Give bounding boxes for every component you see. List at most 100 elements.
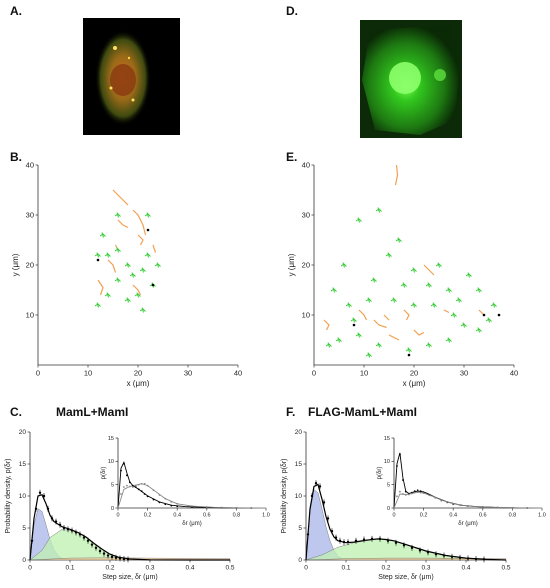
chart-e-spot-green: [455, 297, 462, 303]
chart-e-spot-green: [485, 317, 492, 323]
chart-e-spot-green: [330, 287, 337, 293]
chart-f-main-x-tick-label: 0.3: [421, 565, 430, 572]
chart-c-main-y-tick-label: 5: [22, 525, 26, 532]
chart-e-spot-green: [385, 252, 392, 258]
chart-c-main-data-point: [54, 520, 58, 523]
chart-b-spot-green: [124, 297, 131, 303]
chart-f-main-data-point: [346, 540, 350, 544]
chart-c-inset-data-black-point: [125, 474, 128, 477]
chart-c-inset-x-label: δr (μm): [182, 521, 201, 527]
chart-c-inset-data-black-point: [176, 505, 179, 508]
chart-f-inset-y-tick-label: 0: [387, 506, 390, 512]
chart-f-main-y-label: Probability density, p(δr): [281, 459, 288, 534]
chart-f-inset-data-gray-point: [459, 504, 462, 507]
chart-c-inset-data-gray-point: [158, 494, 161, 496]
chart-e-spot-green: [370, 277, 377, 283]
chart-c-inset-y-tick-label: 10: [108, 459, 114, 465]
chart-f-main-data-point: [450, 555, 454, 558]
chart-f-main-data-point: [314, 482, 318, 485]
chart-f-inset-fit-black-line: [393, 452, 543, 509]
chart-c-inset-data-black-point: [128, 481, 131, 484]
chart-f: 0 0.1 0.2 0.3 0.4 0.5 0 5 10 15 20 Step size, δr (μ…: [281, 429, 546, 581]
chart-f-main-data-point: [326, 517, 330, 520]
chart-f-main-data-point: [458, 556, 462, 559]
chart-c-main-x-tick-label: 0.4: [185, 565, 194, 572]
chart-f-main-data-point: [426, 551, 430, 554]
panel-label-f: F.: [286, 405, 296, 419]
chart-c-main-data-point: [34, 507, 38, 510]
chart-b-track-orange: [132, 284, 142, 296]
chart-e-spot-green: [435, 262, 442, 268]
chart-c-inset-data-black-point: [120, 469, 122, 472]
chart-c-main-data-point: [102, 552, 106, 555]
chart-c-main-data-point: [106, 554, 110, 557]
chart-c-inset-data-gray-point: [146, 484, 149, 487]
chart-c-main-data-point: [110, 555, 114, 558]
chart-c-main-data-point: [78, 533, 82, 536]
chart-e-spot-green: [445, 337, 452, 343]
chart-b-spot-green: [154, 262, 161, 268]
chart-f-main-y-tick-label: 5: [298, 525, 302, 532]
chart-c-main-y-tick-label: 15: [19, 461, 27, 468]
chart-b-spot-green: [139, 307, 146, 313]
chart-f-main-data-point: [466, 557, 470, 560]
chart-f-inset-data-gray-point: [526, 507, 529, 509]
chart-f-main-data-point: [330, 530, 334, 533]
chart-f-inset-y-tick-label: 5: [387, 483, 390, 489]
chart-f-main-data-point: [474, 557, 478, 561]
chart-b-spot-black: [151, 283, 155, 287]
micrograph-a-drawing: [95, 30, 151, 126]
chart-f-inset-x-tick-label: 1.0: [538, 513, 546, 519]
chart-e-spot-green: [475, 327, 482, 333]
chart-c-inset-y-tick-label: 15: [108, 436, 114, 442]
chart-c-inset-data-gray-point: [125, 484, 128, 487]
chart-c-inset-data-gray-point: [128, 485, 131, 488]
chart-f-inset-data-black-point: [401, 479, 404, 481]
chart-e-track-orange: [394, 164, 399, 186]
chart-c-main-data-point: [74, 531, 78, 534]
chart-f-main-data-point: [322, 501, 326, 504]
chart-f-main-x-tick-label: 0.2: [381, 565, 390, 572]
chart-e-spot-green: [425, 282, 432, 288]
chart-b-spot-black: [146, 228, 150, 232]
chart-b-track-orange: [152, 244, 157, 253]
chart-c-main-data-point: [58, 523, 62, 526]
chart-f-inset-data-gray-point: [399, 490, 401, 493]
chart-f-main-y-tick-label: 15: [295, 461, 303, 468]
chart-b-x-tick-label: 10: [84, 369, 92, 378]
chart-b-y-tick-label: 30: [26, 211, 34, 220]
chart-e-spot-green: [395, 237, 402, 243]
chart-b-track-orange: [107, 259, 117, 273]
chart-c-inset-fit-gray-line: [117, 483, 267, 509]
chart-e-spot-black: [352, 323, 356, 327]
chart-c-inset-x-tick-label: 0: [116, 513, 119, 519]
chart-e-spot-green: [430, 302, 437, 308]
chart-c-main-y-tick-label: 10: [19, 493, 27, 500]
chart-f-main-data-point: [434, 553, 438, 556]
chart-c-inset-data-gray-point: [176, 502, 179, 505]
chart-e-spot-green: [450, 312, 457, 318]
chart-f-main-x-tick-label: 0.5: [501, 565, 510, 572]
chart-c-inset-data-gray-point: [205, 506, 208, 508]
chart-b-y-tick-label: 40: [26, 161, 34, 170]
chart-c-inset-data-black-point: [152, 498, 155, 501]
chart-e-spot-green: [375, 342, 382, 348]
chart-b-spot-green: [144, 252, 151, 258]
chart-f-main-x-tick-label: 0: [304, 565, 308, 572]
chart-f-inset-data-black-point: [404, 490, 407, 493]
chart-f-inset-data-gray-point: [511, 506, 514, 509]
chart-c-inset-data-gray-point: [143, 482, 146, 485]
chart-c-inset-x-tick-label: 0.6: [203, 513, 211, 519]
chart-f-inset-y-tick-label: 15: [384, 436, 390, 442]
chart-e-spot-green: [460, 322, 467, 328]
chart-f-main-data-point: [334, 536, 338, 539]
chart-b-track-orange: [112, 189, 129, 206]
chart-b-spot-green: [124, 262, 131, 268]
chart-b-x-tick-label: 30: [184, 369, 192, 378]
chart-c-inset-x-tick-label: 0.4: [173, 513, 181, 519]
chart-c-inset-data-gray-point: [164, 497, 167, 500]
chart-f-main-fit-total-line: [305, 483, 507, 561]
chart-e-spot-black: [497, 313, 501, 317]
chart-b-spot-green: [129, 272, 136, 278]
panel-label-c: C.: [10, 405, 22, 419]
